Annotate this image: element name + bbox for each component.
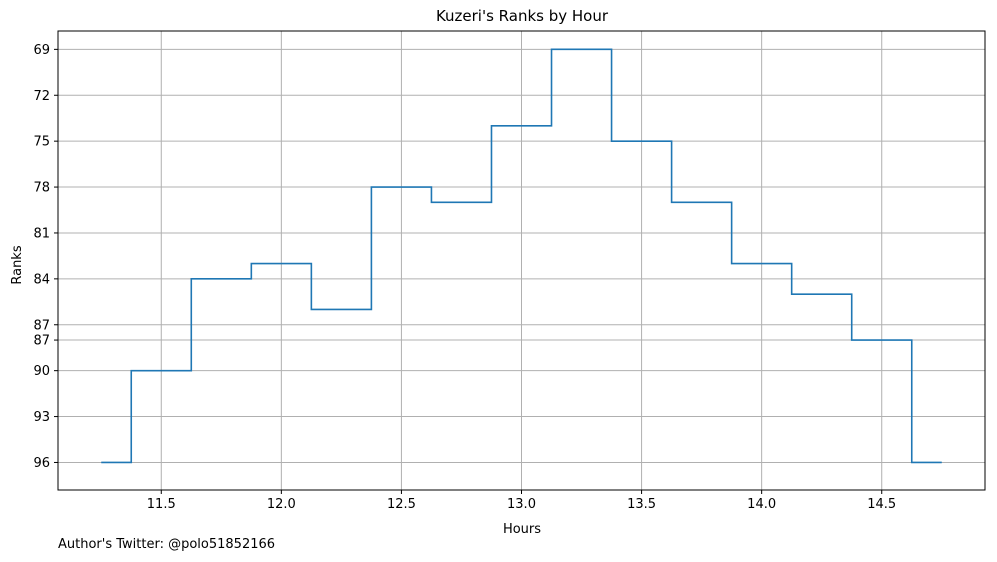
ticks: 11.5 12.0 12.5 13.0 13.5 14.0 14.5 69 72 75 78 81 84… [33, 43, 896, 512]
y-tick-label: 75 [33, 135, 50, 150]
y-tick-label: 96 [33, 456, 50, 471]
chart-title: Kuzeri's Ranks by Hour [436, 7, 609, 25]
rank-step-line [101, 48, 942, 464]
y-tick-label: 90 [33, 364, 50, 379]
x-axis-label: Hours [503, 522, 541, 537]
x-tick-label: 11.5 [147, 497, 176, 512]
y-tick-label: 78 [33, 181, 50, 196]
x-tick-label: 12.0 [267, 497, 296, 512]
y-tick-label: 93 [33, 410, 50, 425]
author-credit: Author's Twitter: @polo51852166 [58, 537, 276, 552]
x-tick-label: 14.0 [747, 497, 776, 512]
y-tick-label: 87 [33, 334, 50, 349]
y-tick-label: 81 [33, 226, 50, 241]
x-tick-label: 13.0 [507, 497, 536, 512]
y-tick-label: 72 [33, 89, 50, 104]
y-tick-label: 69 [33, 43, 50, 58]
series [101, 48, 942, 464]
plot-frame [57, 30, 986, 491]
y-tick-label: 87 [33, 318, 50, 333]
x-tick-label: 13.5 [627, 497, 656, 512]
y-tick-label: 84 [33, 272, 50, 287]
x-tick-label: 14.5 [867, 497, 896, 512]
x-tick-label: 12.5 [387, 497, 416, 512]
grid [58, 31, 985, 490]
y-axis-label: Ranks [10, 245, 25, 284]
